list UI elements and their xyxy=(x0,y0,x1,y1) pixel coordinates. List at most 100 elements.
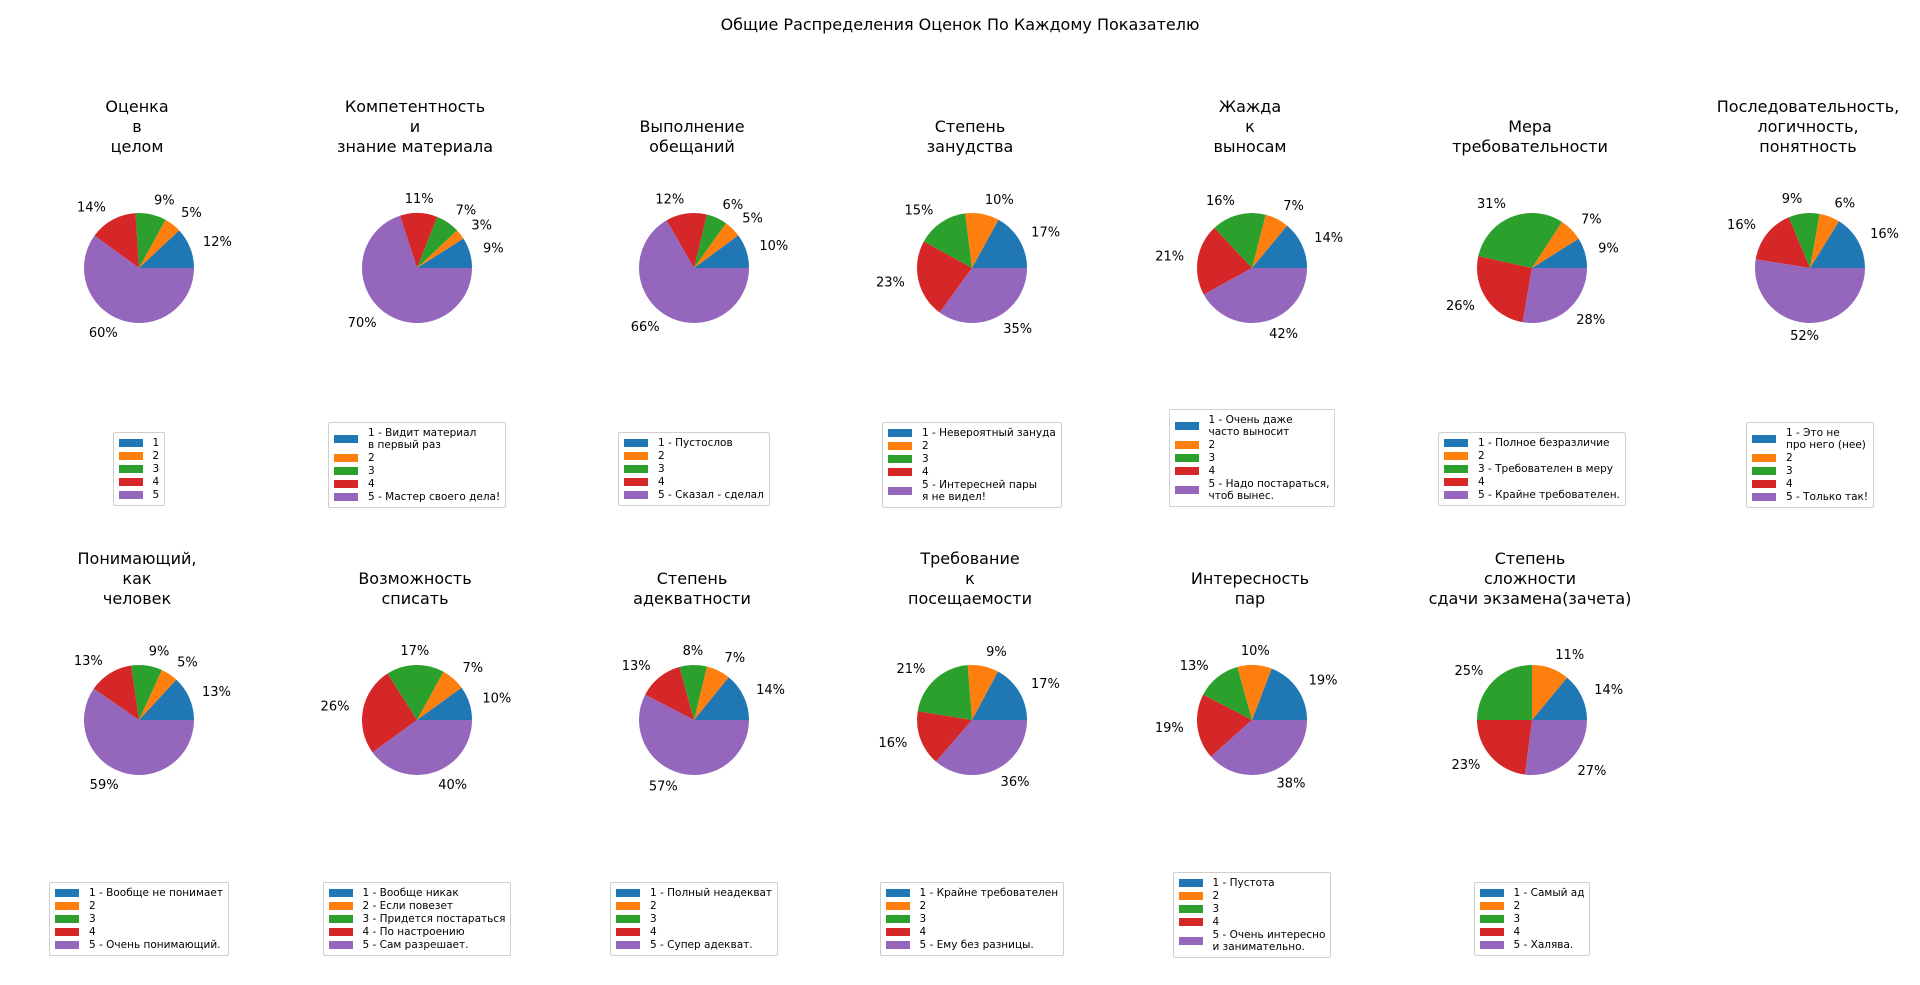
legend-swatch xyxy=(1174,422,1199,430)
pie-slice xyxy=(1532,665,1568,720)
pie-chart-panel: Компетентность и знание материала 9% 3% 7% 1… xyxy=(280,0,550,508)
pie-slice xyxy=(972,671,1027,720)
pie-percent-label: 38% xyxy=(1277,777,1306,792)
legend-label: 5 - Интересней пары я не видел! xyxy=(922,479,1038,503)
legend-item: 4 xyxy=(1174,465,1330,477)
pie-slice xyxy=(1214,212,1266,268)
legend-swatch xyxy=(616,889,640,897)
legend-label: 2 xyxy=(1478,450,1485,462)
legend-swatch xyxy=(624,452,648,460)
legend-item: 2 xyxy=(885,900,1059,912)
legend-swatch xyxy=(624,465,648,473)
pie-chart-panel: Степень сложности сдачи экзамена(зачета)… xyxy=(1395,452,1665,956)
legend-swatch xyxy=(55,941,79,949)
figure-title: Общие Распределения Оценок По Каждому По… xyxy=(720,15,1200,34)
legend-label: 3 xyxy=(1513,913,1521,925)
legend-swatch xyxy=(1752,480,1776,488)
legend-label: 3 xyxy=(658,463,665,475)
pie-slice xyxy=(967,665,998,720)
pie-percent-label: 10% xyxy=(759,239,788,254)
legend-swatch xyxy=(888,455,912,463)
pie-slice xyxy=(139,230,194,268)
legend-swatch xyxy=(334,493,358,501)
legend-swatch xyxy=(1444,491,1468,499)
legend-swatch xyxy=(885,915,910,923)
legend-item: 2 xyxy=(118,450,159,462)
legend-label: 4 xyxy=(650,926,657,938)
legend-label: 3 xyxy=(1208,452,1216,464)
pie-slice xyxy=(939,268,1027,323)
pie-slice xyxy=(131,665,162,720)
legend-label: 4 xyxy=(1786,478,1793,490)
pie-slice xyxy=(639,220,749,323)
pie-slice xyxy=(694,666,729,720)
pie-slice xyxy=(135,213,166,268)
legend-label: 3 xyxy=(1786,465,1793,477)
legend-label: 5 - Только так! xyxy=(1786,491,1869,503)
pie-percent-label: 15% xyxy=(904,204,933,219)
legend-label: 5 - Халява. xyxy=(1513,939,1574,951)
pie-percent-label: 19% xyxy=(1309,674,1338,689)
legend-label: 5 xyxy=(152,489,160,501)
pie-slice xyxy=(362,215,472,323)
pie-slice xyxy=(917,665,972,720)
chart-legend: 1 - Очень даже часто выносит 2 3 4 5 - Надо … xyxy=(1168,409,1336,507)
pie-percent-label: 6% xyxy=(1835,196,1856,211)
legend-label: 1 - Пустослов xyxy=(658,437,733,449)
pie-percent-label: 60% xyxy=(89,326,118,341)
pie-slice xyxy=(1478,213,1562,268)
legend-swatch xyxy=(616,941,640,949)
legend-label: 4 xyxy=(89,926,96,938)
pie-percent-label: 10% xyxy=(482,691,511,706)
chart-subtitle: Выполнение обещаний xyxy=(639,117,745,156)
legend-item: 4 xyxy=(118,476,159,488)
legend-item: 2 xyxy=(1752,452,1868,464)
legend-label: 5 - Сам разрешает. xyxy=(362,939,469,951)
pie-percent-label: 17% xyxy=(400,644,429,659)
pie-slice xyxy=(917,241,972,313)
chart-legend: 1 - Это не про него (нее) 2 3 4 5 - Только т… xyxy=(1746,422,1875,508)
pie-percent-label: 16% xyxy=(878,736,907,751)
pie-percent-label: 7% xyxy=(462,661,483,676)
pie-percent-label: 9% xyxy=(149,644,170,659)
pie-slice xyxy=(417,230,464,268)
legend-item: 3 xyxy=(1752,465,1868,477)
pie-slice xyxy=(694,235,749,268)
legend-swatch xyxy=(118,491,143,499)
pie-percent-label: 6% xyxy=(723,198,744,213)
pie-percent-label: 3% xyxy=(471,218,492,233)
pie-slice xyxy=(1203,268,1307,323)
legend-label: 3 xyxy=(368,465,375,477)
chart-legend: 1 - Невероятный зануда 2 3 4 5 - Интересней … xyxy=(882,422,1062,508)
chart-legend: 1 - Вообще никак 2 - Если повезет 3 - Прид… xyxy=(322,882,512,956)
pie-percent-label: 16% xyxy=(1206,194,1235,209)
legend-swatch xyxy=(1174,486,1199,494)
legend-swatch xyxy=(1174,454,1199,462)
legend-swatch xyxy=(616,902,640,910)
chart-legend: 1 - Видит материал в первый раз 2 3 4 5 - Ма… xyxy=(328,422,507,508)
pie-svg: 14% 7% 16% 21% 42% xyxy=(1155,194,1343,342)
pie-chart-panel: Жажда к выносам 14% 7% 16% 21% 42% 1 - Очень д… xyxy=(1115,0,1385,507)
pie-slice xyxy=(694,223,739,268)
legend-swatch xyxy=(1174,467,1199,475)
legend-swatch xyxy=(334,480,358,488)
pie-chart-panel: Степень занудства 17% 10% 15% 23% 35% 1 - Неве… xyxy=(835,0,1105,508)
legend-item: 1 - Крайне требователен xyxy=(885,887,1059,899)
pie-percent-label: 13% xyxy=(1180,659,1209,674)
pie-slice xyxy=(387,665,444,720)
pie-percent-label: 57% xyxy=(649,779,678,794)
legend-label: 5 - Сказал - сделал xyxy=(658,489,764,501)
legend-item: 1 - Видит материал в первый раз xyxy=(334,427,500,451)
pie-svg: 14% 11% 25% 23% 27% xyxy=(1452,648,1624,779)
legend-swatch xyxy=(616,915,640,923)
legend-label: 5 - Мастер своего дела! xyxy=(368,491,501,503)
legend-swatch xyxy=(888,487,912,495)
pie-percent-label: 5% xyxy=(742,212,763,227)
pie-percent-label: 27% xyxy=(1577,764,1606,779)
legend-item: 5 - Только так! xyxy=(1752,491,1868,503)
pie-chart-panel: Возможность списать 10% 7% 17% 26% 40% 1 - Воо… xyxy=(280,452,550,956)
legend-label: 1 - Крайне требователен xyxy=(919,887,1059,899)
legend-swatch xyxy=(55,915,79,923)
legend-item: 3 xyxy=(1178,903,1326,915)
legend-label: 1 - Пустота xyxy=(1212,877,1275,889)
